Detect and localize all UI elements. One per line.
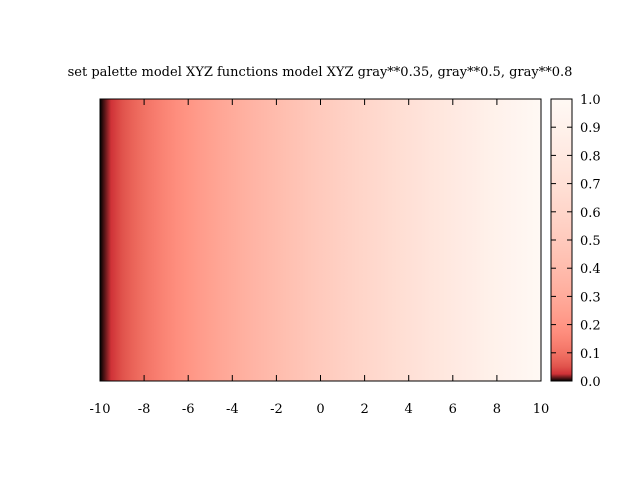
x-tick-label: 10 <box>533 402 550 417</box>
x-tick-label: -8 <box>138 402 151 417</box>
chart-title: set palette model XYZ functions model XY… <box>68 65 573 80</box>
x-tick-label: -10 <box>90 402 111 417</box>
x-tick-label: -6 <box>182 402 195 417</box>
heatmap-surface <box>100 99 541 381</box>
colorbar-tick-label: 0.0 <box>580 375 601 390</box>
x-tick-label: 0 <box>316 402 324 417</box>
colorbar-tick-label: 0.8 <box>580 149 601 164</box>
x-tick-label: 8 <box>493 402 501 417</box>
plot-area: -10 -8 -6 -4 -2 0 2 4 6 8 10 <box>90 98 550 417</box>
x-tick-label: 2 <box>360 402 368 417</box>
colorbar-tick-label: 0.1 <box>580 347 601 362</box>
x-tick-label: 6 <box>449 402 457 417</box>
colorbar-tick-label: 0.2 <box>580 319 601 334</box>
x-tick-label: -4 <box>226 402 239 417</box>
colorbar-tick-label: 0.5 <box>580 234 601 249</box>
colorbar-tick-label: 0.6 <box>580 206 601 221</box>
colorbar-tick-label: 0.7 <box>580 178 601 193</box>
colorbar-tick-label: 0.4 <box>580 262 601 277</box>
x-tick-label: -2 <box>270 402 283 417</box>
colorbar-tick-label: 0.9 <box>580 121 601 136</box>
colorbar-tick-label: 0.3 <box>580 290 601 305</box>
colorbar: 0.0 0.1 0.2 0.3 0.4 0.5 0.6 0.7 0.8 0.9 1.0 <box>550 93 601 390</box>
colorbar-tick-label: 1.0 <box>580 93 601 108</box>
x-tick-label: 4 <box>405 402 413 417</box>
